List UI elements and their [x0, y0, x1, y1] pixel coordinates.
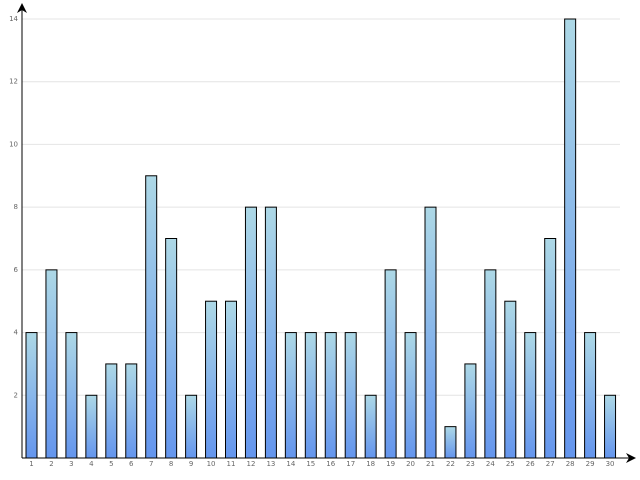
- x-tick-label: 7: [149, 460, 153, 468]
- x-tick-label: 10: [207, 460, 216, 468]
- x-tick-label: 25: [506, 460, 515, 468]
- bar: [165, 238, 178, 459]
- bar: [125, 363, 138, 459]
- bar: [524, 332, 537, 459]
- y-tick-label: 2: [14, 391, 18, 399]
- bar: [344, 332, 357, 459]
- bar: [264, 206, 277, 459]
- x-tick-label: 19: [386, 460, 395, 468]
- x-tick-label: 17: [346, 460, 355, 468]
- bar: [464, 363, 477, 459]
- bar: [105, 363, 118, 459]
- y-tick-label: 8: [14, 203, 18, 211]
- x-tick-label: 22: [446, 460, 455, 468]
- y-tick-label: 6: [14, 266, 19, 274]
- x-tick-label: 8: [169, 460, 173, 468]
- x-tick-label: 28: [566, 460, 575, 468]
- bar: [25, 332, 38, 459]
- x-axis-arrow: [626, 453, 636, 463]
- y-tick-label: 4: [14, 329, 19, 337]
- bar: [244, 206, 257, 459]
- x-tick-label: 23: [466, 460, 475, 468]
- x-tick-label: 15: [306, 460, 315, 468]
- bar: [65, 332, 78, 459]
- x-tick-label: 1: [29, 460, 33, 468]
- x-tick-label: 20: [406, 460, 415, 468]
- bar: [504, 300, 517, 459]
- bar: [145, 175, 158, 459]
- x-tick-label: 21: [426, 460, 435, 468]
- x-tick-label: 13: [266, 460, 275, 468]
- bar: [444, 426, 457, 459]
- x-tick-label: 4: [89, 460, 94, 468]
- bar: [584, 332, 597, 459]
- x-tick-label: 3: [69, 460, 73, 468]
- x-tick-label: 16: [326, 460, 335, 468]
- bar: [85, 394, 98, 459]
- bar: [364, 394, 377, 459]
- bar: [544, 238, 557, 459]
- bar: [205, 300, 218, 459]
- x-tick-label: 29: [586, 460, 595, 468]
- y-tick-label: 12: [9, 78, 18, 86]
- bars: [25, 18, 617, 459]
- bar: [45, 269, 58, 459]
- x-tick-label: 14: [286, 460, 295, 468]
- bar: [185, 394, 198, 459]
- bar: [324, 332, 337, 459]
- y-axis-arrow: [17, 3, 27, 13]
- x-tick-label: 11: [227, 460, 236, 468]
- bar: [404, 332, 417, 459]
- x-tick-label: 18: [366, 460, 375, 468]
- bar: [384, 269, 397, 459]
- bar: [225, 300, 237, 459]
- x-tick-label: 26: [526, 460, 535, 468]
- x-tick-label: 27: [546, 460, 555, 468]
- x-tick-label: 9: [189, 460, 193, 468]
- x-tick-label: 5: [109, 460, 113, 468]
- y-tick-label: 10: [9, 140, 18, 148]
- bar: [284, 332, 297, 459]
- bar: [604, 394, 617, 459]
- bar: [564, 18, 577, 459]
- x-tick-label: 24: [486, 460, 495, 468]
- bar: [304, 332, 317, 459]
- x-tick-label: 6: [129, 460, 134, 468]
- x-tick-label: 2: [49, 460, 53, 468]
- bar: [424, 206, 437, 459]
- x-tick-label: 12: [246, 460, 255, 468]
- y-tick-label: 14: [9, 15, 18, 23]
- x-tick-label: 30: [606, 460, 615, 468]
- bar: [484, 269, 497, 459]
